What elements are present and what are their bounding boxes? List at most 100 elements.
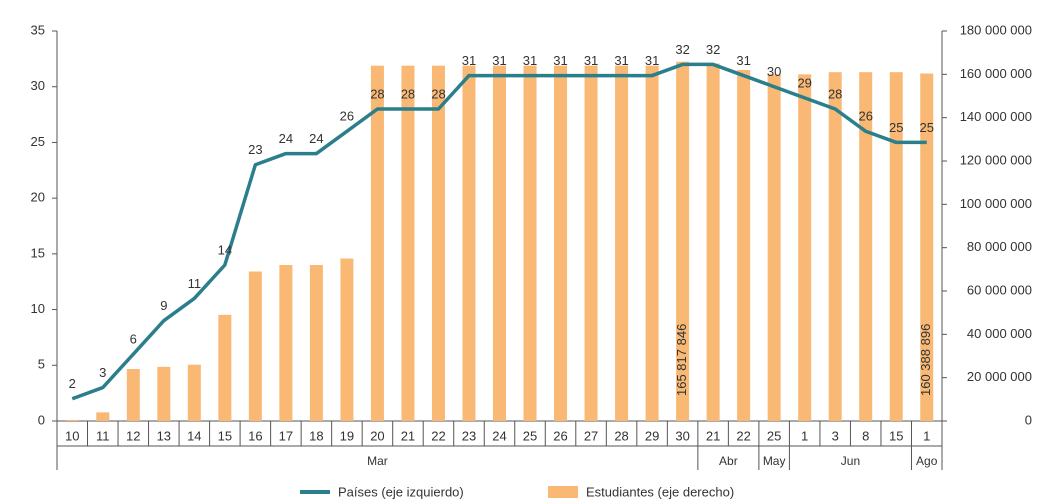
point-label: 28 (401, 86, 415, 101)
legend-swatch (548, 486, 578, 498)
bar (889, 72, 903, 422)
point-label: 28 (370, 86, 384, 101)
point-label: 31 (553, 53, 567, 68)
group-label: Ago (916, 454, 938, 468)
bar-value-label: 165 817 846 (674, 324, 689, 396)
x-tick-label: 28 (614, 428, 628, 443)
x-tick-label: 21 (401, 428, 415, 443)
x-tick-label: 20 (370, 428, 384, 443)
x-tick-label: 13 (157, 428, 171, 443)
x-tick-label: 25 (767, 428, 781, 443)
point-label: 31 (584, 53, 598, 68)
bar (798, 74, 812, 421)
bar (462, 65, 476, 422)
point-label: 6 (130, 332, 137, 347)
x-tick-label: 1 (801, 428, 808, 443)
point-label: 23 (248, 142, 262, 157)
line (71, 62, 927, 401)
y2-tick-label: 0 (1025, 412, 1032, 427)
y-tick-label: 15 (31, 245, 45, 260)
bar (96, 412, 110, 421)
point-label: 28 (828, 86, 842, 101)
x-tick-label: 27 (584, 428, 598, 443)
bar (248, 271, 262, 421)
point-label: 14 (218, 242, 232, 257)
x-tick-label: 26 (553, 428, 567, 443)
y2-tick-label: 60 000 000 (967, 282, 1032, 297)
bar (279, 265, 293, 421)
bar (584, 65, 598, 422)
group-label: Mar (367, 454, 388, 468)
bar (554, 65, 568, 422)
x-tick-label: 12 (126, 428, 140, 443)
point-label: 31 (462, 53, 476, 68)
group-label: Jun (841, 454, 860, 468)
bar (676, 61, 690, 422)
bar (309, 265, 323, 421)
x-tick-label: 14 (187, 428, 201, 443)
x-tick-label: 22 (431, 428, 445, 443)
y-tick-label: 20 (31, 190, 45, 205)
x-tick-label: 11 (96, 428, 110, 443)
y2-tick-label: 140 000 000 (960, 109, 1032, 124)
point-label: 29 (797, 75, 811, 90)
bar (523, 65, 537, 422)
point-label: 31 (614, 53, 628, 68)
point-label: 26 (340, 109, 354, 124)
x-tick-label: 22 (736, 428, 750, 443)
bar (859, 72, 873, 422)
bar-value-label: 160 388 896 (918, 324, 933, 396)
x-tick-label: 29 (645, 428, 659, 443)
y2-tick-label: 160 000 000 (960, 66, 1032, 81)
bar (65, 419, 79, 421)
bar (218, 314, 232, 421)
y2-tick-label: 120 000 000 (960, 152, 1032, 167)
point-label: 32 (706, 42, 720, 57)
point-label: 31 (523, 53, 537, 68)
x-tick-label: 23 (462, 428, 476, 443)
x-tick-label: 15 (218, 428, 232, 443)
point-label: 25 (889, 120, 903, 135)
point-label: 24 (279, 131, 293, 146)
bar (645, 65, 659, 422)
y-tick-label: 5 (38, 357, 45, 372)
point-label: 28 (431, 86, 445, 101)
legend-label: Estudiantes (eje derecho) (586, 484, 734, 499)
x-tick-label: 19 (340, 428, 354, 443)
y-tick-label: 30 (31, 78, 45, 93)
y-tick-label: 25 (31, 134, 45, 149)
point-label: 11 (188, 276, 202, 291)
x-tick-label: 15 (889, 428, 903, 443)
point-label: 26 (858, 109, 872, 124)
y-tick-label: 10 (31, 301, 45, 316)
point-label: 31 (736, 53, 750, 68)
point-label: 2 (69, 376, 76, 391)
x-tick-label: 25 (523, 428, 537, 443)
bar (615, 65, 629, 422)
y-tick-label: 0 (38, 412, 45, 427)
x-tick-label: 10 (65, 428, 79, 443)
y2-tick-label: 40 000 000 (967, 326, 1032, 341)
point-label: 31 (645, 53, 659, 68)
legend-label: Países (eje izquierdo) (338, 484, 464, 499)
point-label: 25 (920, 120, 934, 135)
bar (431, 65, 445, 422)
group-label: May (763, 454, 786, 468)
x-tick-label: 30 (675, 428, 689, 443)
bar (370, 65, 384, 422)
x-tick-label: 17 (279, 428, 293, 443)
x-tick-label: 18 (309, 428, 323, 443)
x-tick-label: 3 (832, 428, 839, 443)
point-label: 3 (99, 365, 106, 380)
x-tick-label: 16 (248, 428, 262, 443)
y-tick-label: 35 (31, 22, 45, 37)
bar (340, 258, 354, 421)
x-tick-label: 24 (492, 428, 506, 443)
x-tick-label: 1 (923, 428, 930, 443)
bar (767, 74, 781, 421)
y2-tick-label: 20 000 000 (967, 369, 1032, 384)
bar (828, 72, 842, 422)
point-label: 31 (492, 53, 506, 68)
y2-tick-label: 100 000 000 (960, 196, 1032, 211)
